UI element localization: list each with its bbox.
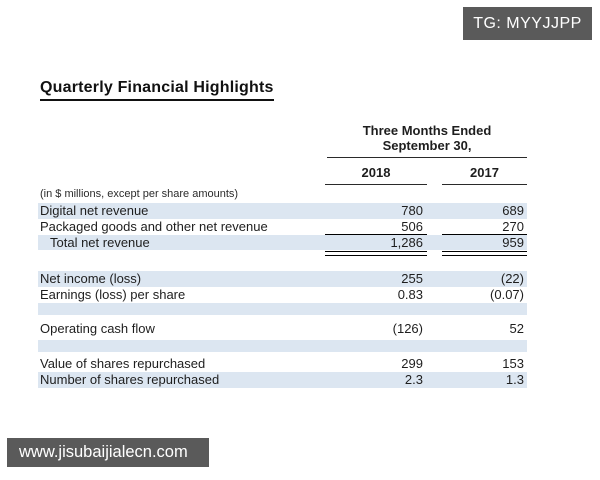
row-label: Packaged goods and other net revenue [40,219,268,234]
row-value-2018: 255 [401,271,423,286]
label-column-spacer [38,164,325,185]
row-label: Operating cash flow [40,321,155,336]
table-row-digital-net-revenue: Digital net revenue 780 689 [38,203,527,219]
period-header-line1: Three Months Ended [362,123,492,138]
table-row-value-shares-repurchased: Value of shares repurchased 299 153 [38,356,527,372]
column-gap [427,356,442,372]
row-value-2018: 0.83 [397,287,423,302]
double-rule-2018 [325,251,427,256]
row-value-2017: 959 [502,235,524,250]
column-header-2017: 2017 [442,164,527,185]
table-row-earnings-per-share: Earnings (loss) per share 0.83 (0.07) [38,287,527,303]
row-value-2017: 270 [442,219,527,235]
row-value-2018: (126) [392,321,423,336]
row-value-2018: 780 [401,203,423,218]
year-columns-header: 2018 2017 [38,164,527,185]
row-label: Digital net revenue [40,203,149,218]
row-label: Net income (loss) [40,271,142,286]
row-label: Value of shares repurchased [40,356,206,371]
period-header-line2: September 30, [382,138,472,153]
row-label: Number of shares repurchased [40,372,220,387]
row-value-2017: 689 [502,203,524,218]
watermark-top-right-text: TG: MYYJJPP [473,14,582,32]
column-gap [427,235,442,250]
table-body: (in $ millions, except per share amounts… [38,186,527,388]
units-note: (in $ millions, except per share amounts… [40,188,239,200]
financial-highlights-table: Three Months Ended September 30, 2018 20… [38,123,527,388]
row-value-2018: 1,286 [390,235,423,250]
period-header: Three Months Ended September 30, [327,123,527,158]
column-gap [427,372,442,388]
row-value-2017: 153 [502,356,524,371]
table-row-total-net-revenue: Total net revenue 1,286 959 [38,235,527,250]
column-gap [427,321,442,337]
table-row-operating-cash-flow: Operating cash flow (126) 52 [38,321,527,337]
double-rule-2017 [442,251,527,256]
watermark-bottom-left-text: www.jisubaijialecn.com [19,443,188,461]
row-value-2018: 299 [401,356,423,371]
blank-shaded-row [38,340,527,352]
table-row-net-income: Net income (loss) 255 (22) [38,271,527,287]
row-value-2018: 506 [325,219,427,235]
row-label: Earnings (loss) per share [40,287,186,302]
table-row-packaged-goods-revenue: Packaged goods and other net revenue 506… [38,219,527,235]
total-double-underline [38,250,527,257]
watermark-top-right: TG: MYYJJPP [463,7,592,40]
row-value-2018: 2.3 [404,372,423,387]
row-value-2017: (22) [500,271,524,286]
blank-shaded-row [38,303,527,315]
page-title: Quarterly Financial Highlights [40,79,274,101]
column-gap [427,287,442,303]
column-gap [427,271,442,287]
row-value-2017: 52 [509,321,524,336]
row-value-2017: 1.3 [505,372,524,387]
spacer-row [38,257,527,271]
row-label: Total net revenue [50,235,150,250]
column-gap [427,203,442,219]
column-header-2018: 2018 [325,164,427,185]
units-note-row: (in $ millions, except per share amounts… [38,186,527,203]
row-value-2017: (0.07) [490,287,524,302]
column-gap [427,219,442,235]
table-row-number-shares-repurchased: Number of shares repurchased 2.3 1.3 [38,372,527,388]
watermark-bottom-left: www.jisubaijialecn.com [7,438,209,467]
